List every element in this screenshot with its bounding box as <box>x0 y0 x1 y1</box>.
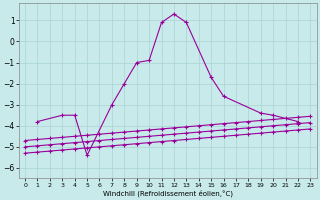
X-axis label: Windchill (Refroidissement éolien,°C): Windchill (Refroidissement éolien,°C) <box>103 189 233 197</box>
